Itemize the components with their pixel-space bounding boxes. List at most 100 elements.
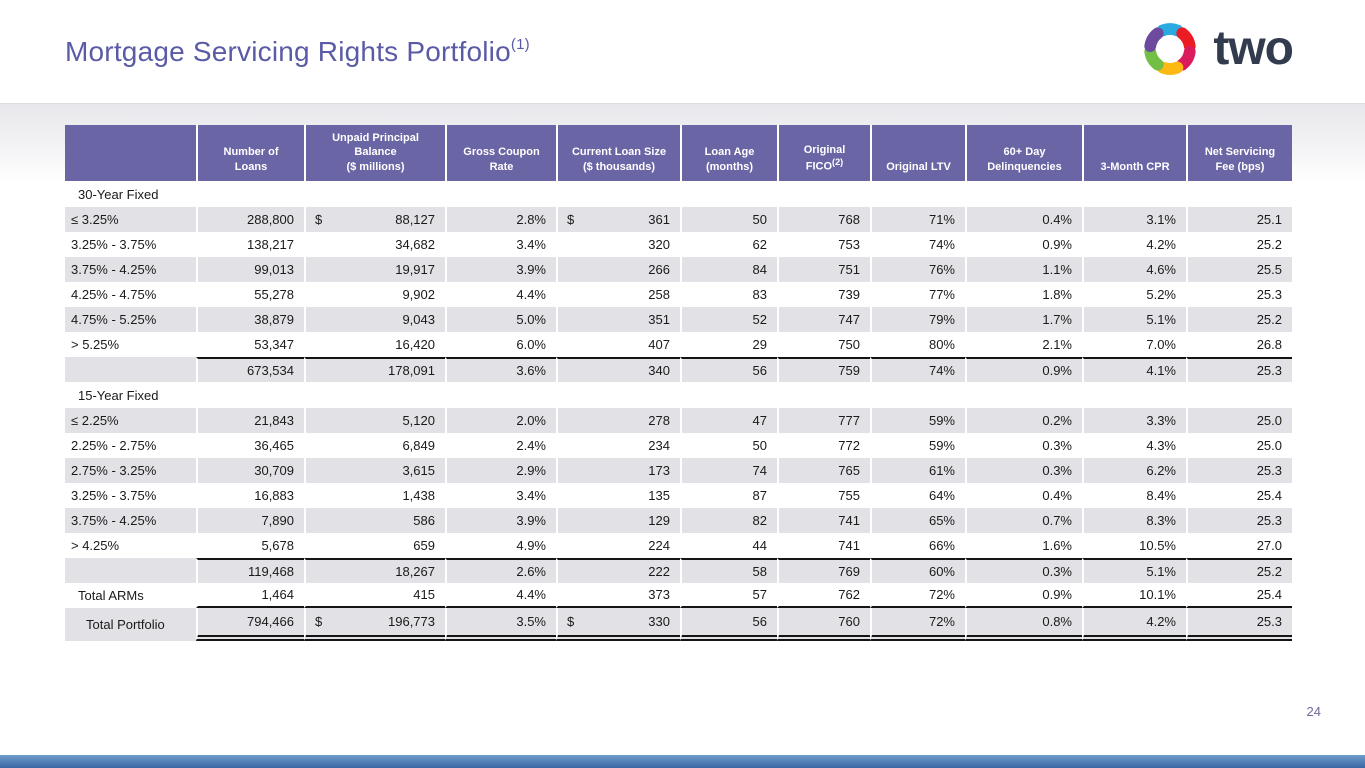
- table-cell: 659: [304, 533, 445, 558]
- table-cell: 25.4: [1186, 583, 1292, 608]
- table-cell: 768: [777, 207, 870, 232]
- table-cell: 56: [680, 357, 777, 382]
- table-cell: 64%: [870, 483, 965, 508]
- column-header: 60+ Day Delinquencies: [965, 125, 1082, 181]
- table-cell: 777: [777, 408, 870, 433]
- table-cell: 739: [777, 282, 870, 307]
- table-cell: 80%: [870, 332, 965, 357]
- table-cell: 4.2%: [1082, 608, 1186, 641]
- table-cell: 8.3%: [1082, 508, 1186, 533]
- table-cell: 1.7%: [965, 307, 1082, 332]
- table-cell: 25.2: [1186, 558, 1292, 583]
- table-cell: 2.8%: [445, 207, 556, 232]
- table-cell: 38,879: [196, 307, 304, 332]
- table-row: > 4.25% 5,678 659 4.9% 224 44 741 66% 1.6% 10.5% 2…: [65, 533, 1292, 558]
- table-cell: 4.6%: [1082, 257, 1186, 282]
- row-label: 30-Year Fixed: [65, 181, 196, 207]
- table-cell: 27.0: [1186, 533, 1292, 558]
- table-cell: 3.9%: [445, 257, 556, 282]
- column-header: Original LTV: [870, 125, 965, 181]
- table-cell: 135: [556, 483, 680, 508]
- table-cell: 29: [680, 332, 777, 357]
- table-cell: [196, 382, 304, 408]
- table-cell: 57: [680, 583, 777, 608]
- table-cell: 0.9%: [965, 583, 1082, 608]
- table-cell: 87: [680, 483, 777, 508]
- table-cell: [777, 181, 870, 207]
- table-cell: 278: [556, 408, 680, 433]
- table-cell: 6,849: [304, 433, 445, 458]
- table-cell: 58: [680, 558, 777, 583]
- page-number: 24: [1306, 704, 1321, 719]
- table-cell: 1,438: [304, 483, 445, 508]
- page-title: Mortgage Servicing Rights Portfolio(1): [65, 36, 530, 68]
- row-label: ≤ 2.25%: [65, 408, 196, 433]
- row-label: 4.75% - 5.25%: [65, 307, 196, 332]
- table-cell: 34,682: [304, 232, 445, 257]
- dollar-sign: $: [567, 614, 575, 629]
- table-cell: 59%: [870, 408, 965, 433]
- column-header: Net Servicing Fee (bps): [1186, 125, 1292, 181]
- table-cell: 4.1%: [1082, 357, 1186, 382]
- table-cell: 50: [680, 207, 777, 232]
- table-cell: 222: [556, 558, 680, 583]
- table-cell: 79%: [870, 307, 965, 332]
- table-cell: $361: [556, 207, 680, 232]
- row-label: Total ARMs: [78, 588, 144, 603]
- table-cell: 5.1%: [1082, 558, 1186, 583]
- table-cell: 10.1%: [1082, 583, 1186, 608]
- table-cell: 4.9%: [445, 533, 556, 558]
- table-cell: 373: [556, 583, 680, 608]
- cell-value: 330: [648, 614, 670, 629]
- table-cell: 5,120: [304, 408, 445, 433]
- column-header: Loan Age (months): [680, 125, 777, 181]
- table-row: 3.25% - 3.75% 16,883 1,438 3.4% 135 87 755 64% 0…: [65, 483, 1292, 508]
- table-cell: 0.9%: [965, 357, 1082, 382]
- table-cell: $88,127: [304, 207, 445, 232]
- table-cell: 74: [680, 458, 777, 483]
- table-cell: 2.0%: [445, 408, 556, 433]
- two-harbors-logo: two: [1141, 20, 1294, 78]
- table-cell: 77%: [870, 282, 965, 307]
- table-cell: 5.2%: [1082, 282, 1186, 307]
- table-cell: 44: [680, 533, 777, 558]
- table-cell: 16,883: [196, 483, 304, 508]
- row-label: [65, 357, 196, 382]
- table-cell: [1082, 382, 1186, 408]
- table-cell: 0.4%: [965, 207, 1082, 232]
- table-cell: 3.9%: [445, 508, 556, 533]
- table-cell: 741: [777, 533, 870, 558]
- table-cell: [870, 181, 965, 207]
- table-cell: 3.1%: [1082, 207, 1186, 232]
- table-cell: 82: [680, 508, 777, 533]
- row-label: > 4.25%: [71, 538, 120, 553]
- table-cell: 769: [777, 558, 870, 583]
- table-cell: 25.5: [1186, 257, 1292, 282]
- table-row: Total ARMs 1,464 415 4.4% 373 57 762 72% 0.9% 10.…: [65, 583, 1292, 608]
- msr-portfolio-table: Number of Loans Unpaid Principal Balance ($ …: [65, 125, 1292, 641]
- table-cell: 8.4%: [1082, 483, 1186, 508]
- column-header: [65, 125, 196, 181]
- footer-bar: [0, 755, 1365, 768]
- table-row: 2.25% - 2.75% 36,465 6,849 2.4% 234 50 772 59% 0…: [65, 433, 1292, 458]
- dollar-sign: $: [315, 212, 323, 227]
- table-cell: 3,615: [304, 458, 445, 483]
- table-cell: [556, 181, 680, 207]
- table-cell: 66%: [870, 533, 965, 558]
- table-cell: 119,468: [196, 558, 304, 583]
- table-cell: [1082, 181, 1186, 207]
- table-cell: 84: [680, 257, 777, 282]
- table-cell: 258: [556, 282, 680, 307]
- table-cell: 4.2%: [1082, 232, 1186, 257]
- table-cell: 55,278: [196, 282, 304, 307]
- table-cell: 18,267: [304, 558, 445, 583]
- table-row: 4.25% - 4.75% 55,278 9,902 4.4% 258 83 739 77% 1…: [65, 282, 1292, 307]
- table-cell: 138,217: [196, 232, 304, 257]
- table-cell: 1.8%: [965, 282, 1082, 307]
- row-label: 3.75% - 4.25%: [65, 508, 196, 533]
- table-cell: 0.3%: [965, 458, 1082, 483]
- table-cell: 1.1%: [965, 257, 1082, 282]
- row-label: Total Portfolio: [65, 608, 196, 641]
- table-cell: 415: [304, 583, 445, 608]
